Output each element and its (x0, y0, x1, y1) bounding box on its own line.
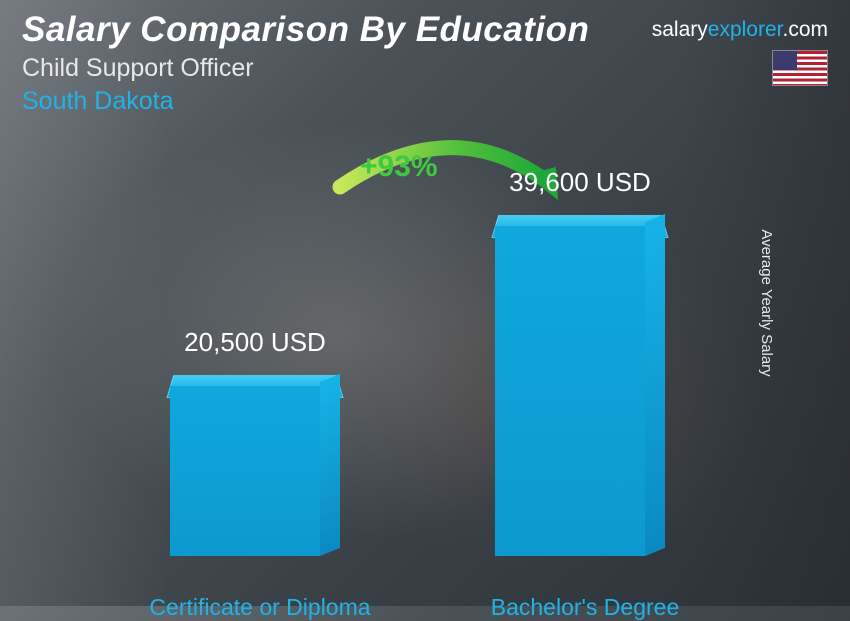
bar-value-label: 39,600 USD (490, 167, 670, 198)
bar-chart: 20,500 USD 39,600 USD (0, 150, 810, 556)
bar-bachelor: 39,600 USD (490, 167, 670, 556)
brand-part3: .com (782, 18, 828, 41)
chart-subtitle: Child Support Officer (22, 54, 830, 83)
brand-logo: salaryexplorer.com (652, 18, 828, 42)
bar-prism (495, 226, 665, 556)
brand-part2: explorer (708, 18, 783, 41)
brand-part1: salary (652, 18, 708, 41)
flag-icon (772, 50, 828, 86)
bar-prism (170, 386, 340, 556)
category-label: Bachelor's Degree (455, 594, 715, 621)
bar-value-label: 20,500 USD (165, 327, 345, 358)
category-label: Certificate or Diploma (120, 594, 400, 621)
chart-location: South Dakota (22, 87, 830, 116)
bar-certificate: 20,500 USD (165, 327, 345, 556)
